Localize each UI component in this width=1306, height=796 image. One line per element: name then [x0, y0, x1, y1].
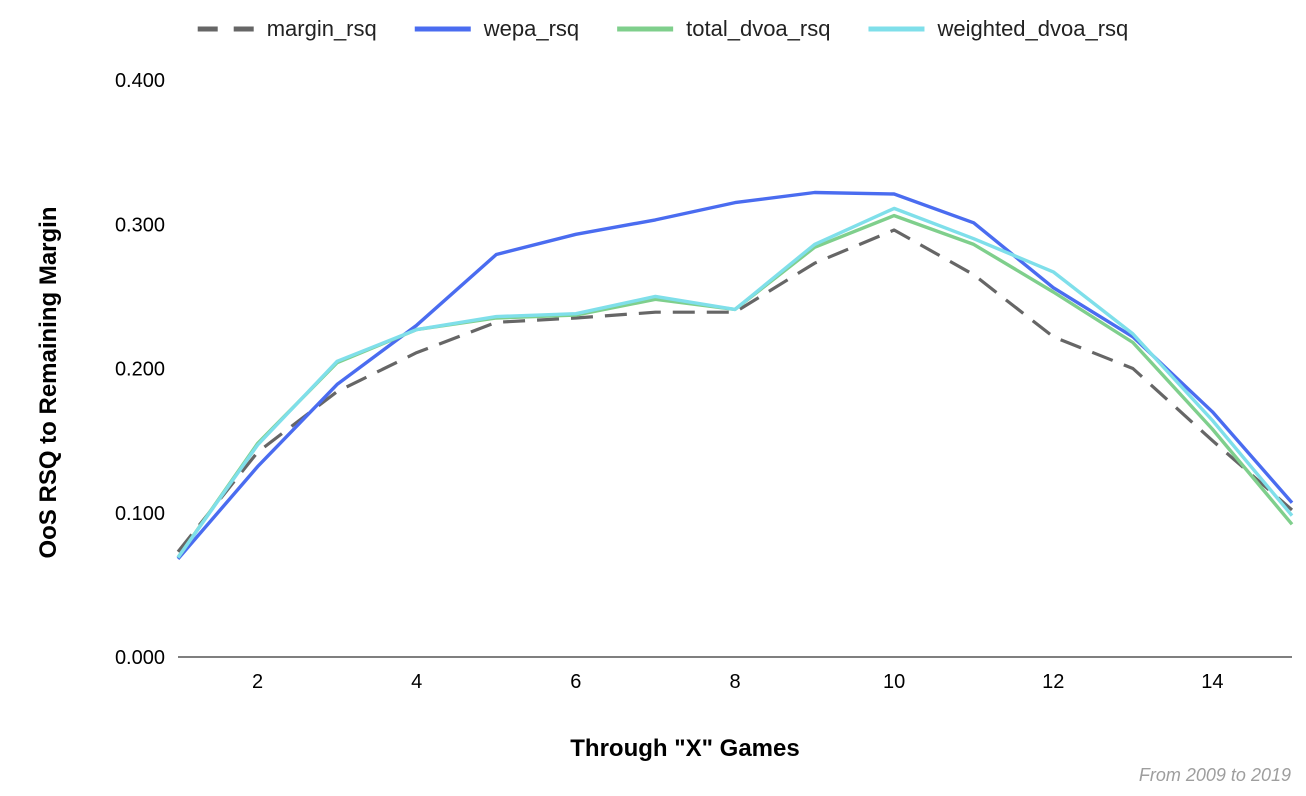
- x-axis-title: Through "X" Games: [570, 735, 799, 762]
- y-axis-title: OoS RSQ to Remaining Margin: [35, 206, 62, 558]
- x-tick-label: 2: [252, 671, 263, 693]
- y-tick-label: 0.300: [115, 214, 165, 236]
- legend-item-weighted-dvoa-rsq: weighted_dvoa_rsq: [868, 16, 1128, 41]
- legend: margin_rsq wepa_rsq total_dvoa_rsq weighted…: [197, 16, 1128, 41]
- series-line-weighted-dvoa-rsq: [176, 206, 1294, 559]
- legend-item-wepa-rsq: wepa_rsq: [414, 16, 579, 41]
- y-tick-label: 0.100: [115, 503, 165, 525]
- series-line-wepa-rsq: [176, 190, 1294, 561]
- x-tick-label: 10: [883, 671, 905, 693]
- legend-item-total-dvoa-rsq: total_dvoa_rsq: [617, 16, 830, 41]
- legend-label: weighted_dvoa_rsq: [936, 16, 1128, 41]
- x-tick-label: 8: [729, 671, 740, 693]
- legend-label: wepa_rsq: [483, 16, 579, 41]
- legend-label: total_dvoa_rsq: [686, 16, 830, 41]
- y-tick-label: 0.000: [115, 647, 165, 669]
- x-tick-label: 6: [570, 671, 581, 693]
- legend-label: margin_rsq: [267, 16, 377, 41]
- y-tick-label: 0.400: [115, 70, 165, 92]
- series-line-margin-rsq: [176, 228, 1294, 553]
- x-axis: 2 4 6 8 10 12 14: [178, 656, 1292, 693]
- x-tick-label: 14: [1201, 671, 1223, 693]
- plot-area: [176, 190, 1294, 561]
- x-tick-label: 4: [411, 671, 422, 693]
- series-line-total-dvoa-rsq: [176, 213, 1294, 559]
- source-note: From 2009 to 2019: [1139, 765, 1291, 785]
- y-axis: 0.000 0.100 0.200 0.300 0.400: [115, 70, 165, 669]
- x-tick-label: 12: [1042, 671, 1064, 693]
- y-tick-label: 0.200: [115, 359, 165, 381]
- legend-item-margin-rsq: margin_rsq: [197, 16, 377, 41]
